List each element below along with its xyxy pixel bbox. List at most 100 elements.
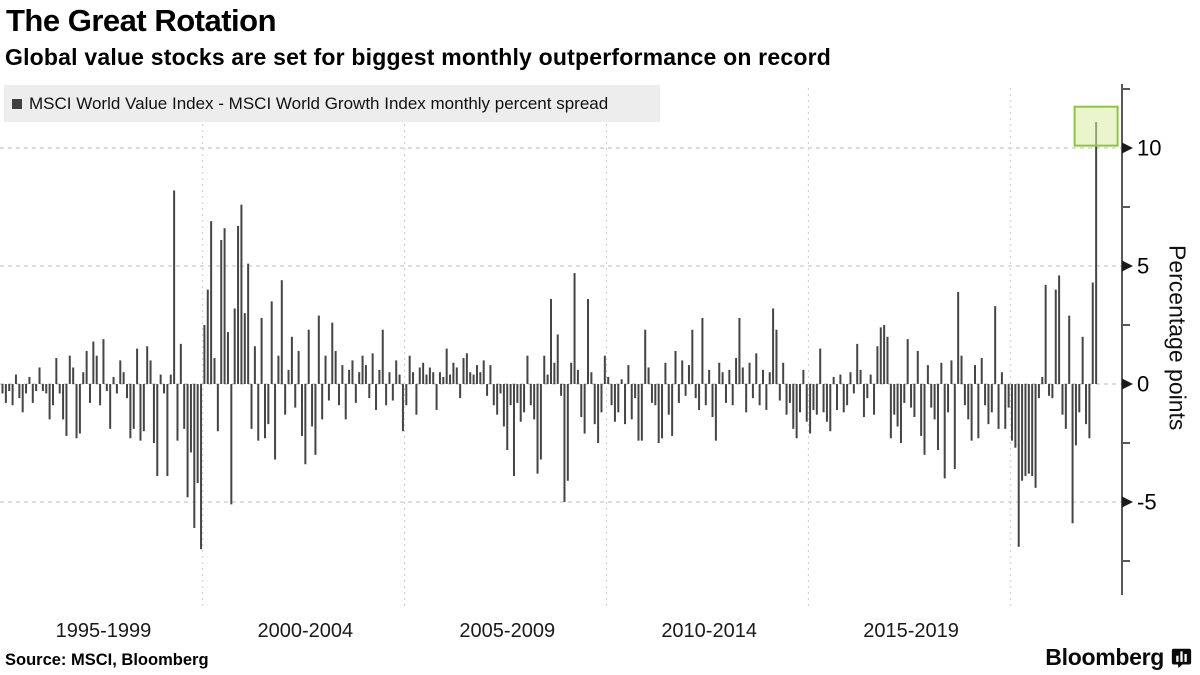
bar	[314, 384, 317, 455]
bar	[832, 376, 835, 384]
bar	[1000, 372, 1003, 384]
bar	[593, 384, 596, 425]
bar	[1034, 384, 1037, 488]
bar	[391, 384, 394, 401]
y-axis-title: Percentage points	[1164, 244, 1191, 431]
x-tick-label: 1995-1999	[55, 620, 152, 642]
bar	[82, 372, 85, 384]
bar	[866, 384, 869, 399]
bar	[348, 369, 351, 384]
bar	[482, 360, 485, 384]
bar	[873, 384, 876, 415]
bar	[95, 355, 98, 384]
bar	[28, 376, 31, 384]
bar	[576, 369, 579, 384]
bar	[119, 360, 122, 384]
bar	[8, 384, 11, 392]
bar	[260, 317, 263, 384]
bar	[499, 384, 502, 394]
bar	[637, 384, 640, 441]
bar	[755, 353, 758, 384]
bar	[815, 384, 818, 415]
bar	[196, 384, 199, 484]
bar	[624, 384, 627, 425]
bar	[856, 343, 859, 384]
bar	[361, 355, 364, 384]
bar	[839, 374, 842, 384]
bar	[512, 384, 515, 477]
bar	[708, 369, 711, 384]
bar	[859, 369, 862, 384]
bar	[862, 384, 865, 418]
bar	[21, 384, 24, 413]
bar	[876, 346, 879, 384]
bar	[761, 369, 764, 384]
bar	[290, 336, 293, 384]
bar	[105, 384, 108, 392]
bar	[913, 384, 916, 418]
bar	[418, 367, 421, 384]
bar	[684, 384, 687, 396]
bar	[405, 384, 408, 406]
bar	[630, 384, 633, 420]
bar	[18, 384, 21, 399]
bar	[526, 355, 529, 384]
axis-major-tick-arrow	[1122, 260, 1133, 272]
bar	[566, 384, 569, 481]
bar	[364, 365, 367, 384]
bar	[213, 358, 216, 384]
bar	[62, 384, 65, 420]
bar	[620, 379, 623, 384]
bar	[395, 360, 398, 384]
bar	[1091, 282, 1094, 384]
bar	[879, 327, 882, 384]
bar	[1027, 384, 1030, 474]
bar	[906, 339, 909, 384]
legend: MSCI World Value Index - MSCI World Grow…	[4, 85, 660, 122]
bar	[735, 358, 738, 384]
bar	[445, 348, 448, 384]
bar	[253, 346, 256, 384]
bar	[502, 384, 505, 427]
bar	[758, 384, 761, 406]
bar	[852, 384, 855, 394]
bar	[334, 350, 337, 384]
bar	[371, 353, 374, 384]
bar	[704, 384, 707, 406]
bar	[1064, 384, 1067, 429]
bar	[156, 384, 159, 477]
bar	[378, 369, 381, 384]
bar	[14, 374, 17, 384]
bar	[449, 374, 452, 384]
bar	[55, 358, 58, 384]
bar	[412, 372, 415, 384]
bar	[65, 384, 68, 436]
axis-major-tick-arrow	[1122, 378, 1133, 390]
bar	[159, 374, 162, 384]
bar	[354, 384, 357, 403]
bar	[883, 325, 886, 384]
bar	[782, 362, 785, 384]
bar	[506, 384, 509, 451]
bar	[210, 221, 213, 384]
bar	[718, 362, 721, 384]
bar	[869, 374, 872, 384]
bar	[647, 367, 650, 384]
bar	[748, 362, 751, 384]
page-subtitle: Global value stocks are set for biggest …	[5, 44, 831, 70]
bar	[714, 384, 717, 441]
y-tick-label: 10	[1137, 136, 1161, 161]
bar	[35, 384, 38, 392]
bar	[428, 367, 431, 384]
bar	[923, 384, 926, 455]
bar	[324, 355, 327, 384]
bar	[671, 384, 674, 436]
bar	[243, 313, 246, 384]
bar	[745, 384, 748, 413]
bar	[257, 384, 260, 441]
bar	[270, 301, 273, 384]
bar	[970, 384, 973, 441]
bar	[11, 384, 14, 406]
bar	[31, 384, 34, 403]
